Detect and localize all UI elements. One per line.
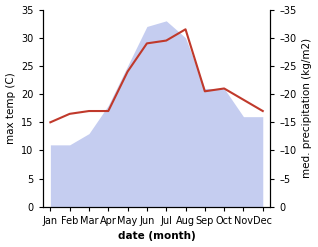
Y-axis label: max temp (C): max temp (C) (5, 72, 16, 144)
X-axis label: date (month): date (month) (118, 231, 196, 242)
Y-axis label: med. precipitation (kg/m2): med. precipitation (kg/m2) (302, 38, 313, 178)
